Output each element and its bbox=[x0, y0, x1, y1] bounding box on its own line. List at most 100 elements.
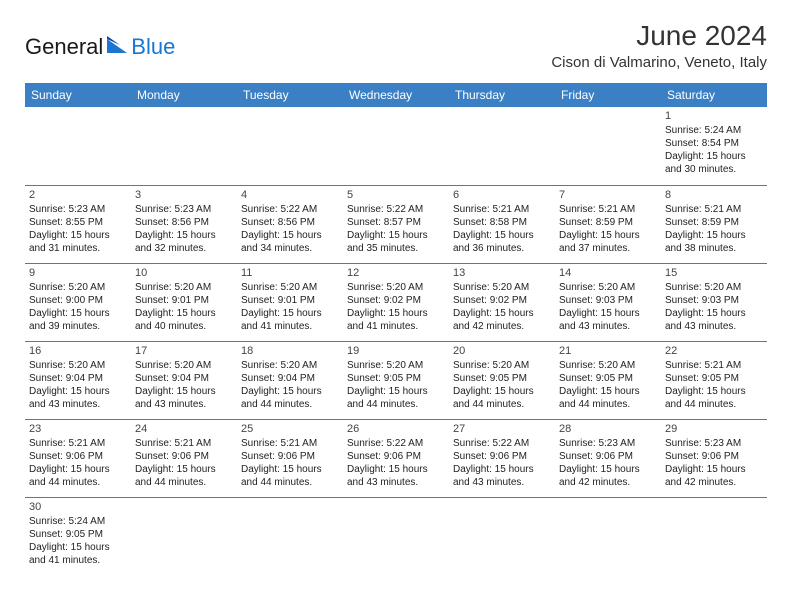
calendar-cell: 24Sunrise: 5:21 AMSunset: 9:06 PMDayligh… bbox=[131, 419, 237, 497]
calendar-cell: 4Sunrise: 5:22 AMSunset: 8:56 PMDaylight… bbox=[237, 185, 343, 263]
daylight-line: Daylight: 15 hours and 31 minutes. bbox=[29, 229, 127, 255]
day-number: 24 bbox=[135, 422, 233, 436]
sunrise-line: Sunrise: 5:24 AM bbox=[665, 124, 763, 137]
calendar-row: 23Sunrise: 5:21 AMSunset: 9:06 PMDayligh… bbox=[25, 419, 767, 497]
calendar-cell: 1Sunrise: 5:24 AMSunset: 8:54 PMDaylight… bbox=[661, 107, 767, 185]
sunset-line: Sunset: 8:54 PM bbox=[665, 137, 763, 150]
day-number: 13 bbox=[453, 266, 551, 280]
day-number: 18 bbox=[241, 344, 339, 358]
daylight-line: Daylight: 15 hours and 44 minutes. bbox=[665, 385, 763, 411]
daylight-line: Daylight: 15 hours and 44 minutes. bbox=[347, 385, 445, 411]
calendar-row: 30Sunrise: 5:24 AMSunset: 9:05 PMDayligh… bbox=[25, 497, 767, 575]
calendar-cell bbox=[343, 107, 449, 185]
daylight-line: Daylight: 15 hours and 43 minutes. bbox=[347, 463, 445, 489]
weekday-header: Saturday bbox=[661, 83, 767, 107]
calendar-row: 9Sunrise: 5:20 AMSunset: 9:00 PMDaylight… bbox=[25, 263, 767, 341]
sunset-line: Sunset: 9:06 PM bbox=[241, 450, 339, 463]
calendar-cell: 11Sunrise: 5:20 AMSunset: 9:01 PMDayligh… bbox=[237, 263, 343, 341]
daylight-line: Daylight: 15 hours and 44 minutes. bbox=[135, 463, 233, 489]
sunset-line: Sunset: 9:02 PM bbox=[453, 294, 551, 307]
day-number: 1 bbox=[665, 109, 763, 123]
sunrise-line: Sunrise: 5:23 AM bbox=[29, 203, 127, 216]
sunrise-line: Sunrise: 5:20 AM bbox=[347, 281, 445, 294]
logo-text-general: General bbox=[25, 34, 103, 60]
sunset-line: Sunset: 9:05 PM bbox=[29, 528, 127, 541]
calendar-cell: 28Sunrise: 5:23 AMSunset: 9:06 PMDayligh… bbox=[555, 419, 661, 497]
day-number: 8 bbox=[665, 188, 763, 202]
sunrise-line: Sunrise: 5:20 AM bbox=[559, 359, 657, 372]
day-number: 2 bbox=[29, 188, 127, 202]
calendar-cell: 30Sunrise: 5:24 AMSunset: 9:05 PMDayligh… bbox=[25, 497, 131, 575]
day-number: 3 bbox=[135, 188, 233, 202]
sunset-line: Sunset: 9:02 PM bbox=[347, 294, 445, 307]
weekday-header-row: Sunday Monday Tuesday Wednesday Thursday… bbox=[25, 83, 767, 107]
sunset-line: Sunset: 9:00 PM bbox=[29, 294, 127, 307]
sunrise-line: Sunrise: 5:21 AM bbox=[665, 359, 763, 372]
day-number: 9 bbox=[29, 266, 127, 280]
day-number: 14 bbox=[559, 266, 657, 280]
sunset-line: Sunset: 8:59 PM bbox=[665, 216, 763, 229]
daylight-line: Daylight: 15 hours and 41 minutes. bbox=[29, 541, 127, 567]
sunset-line: Sunset: 9:04 PM bbox=[241, 372, 339, 385]
daylight-line: Daylight: 15 hours and 44 minutes. bbox=[241, 385, 339, 411]
day-number: 21 bbox=[559, 344, 657, 358]
sunset-line: Sunset: 8:58 PM bbox=[453, 216, 551, 229]
daylight-line: Daylight: 15 hours and 41 minutes. bbox=[347, 307, 445, 333]
day-number: 4 bbox=[241, 188, 339, 202]
calendar-cell: 23Sunrise: 5:21 AMSunset: 9:06 PMDayligh… bbox=[25, 419, 131, 497]
day-number: 30 bbox=[29, 500, 127, 514]
sunrise-line: Sunrise: 5:20 AM bbox=[241, 281, 339, 294]
sunrise-line: Sunrise: 5:20 AM bbox=[135, 359, 233, 372]
calendar-cell bbox=[343, 497, 449, 575]
daylight-line: Daylight: 15 hours and 39 minutes. bbox=[29, 307, 127, 333]
daylight-line: Daylight: 15 hours and 43 minutes. bbox=[559, 307, 657, 333]
day-number: 22 bbox=[665, 344, 763, 358]
daylight-line: Daylight: 15 hours and 32 minutes. bbox=[135, 229, 233, 255]
sunrise-line: Sunrise: 5:24 AM bbox=[29, 515, 127, 528]
daylight-line: Daylight: 15 hours and 43 minutes. bbox=[29, 385, 127, 411]
day-number: 17 bbox=[135, 344, 233, 358]
calendar-row: 1Sunrise: 5:24 AMSunset: 8:54 PMDaylight… bbox=[25, 107, 767, 185]
location-label: Cison di Valmarino, Veneto, Italy bbox=[551, 54, 767, 71]
daylight-line: Daylight: 15 hours and 30 minutes. bbox=[665, 150, 763, 176]
calendar-cell: 25Sunrise: 5:21 AMSunset: 9:06 PMDayligh… bbox=[237, 419, 343, 497]
sunset-line: Sunset: 9:06 PM bbox=[665, 450, 763, 463]
weekday-header: Monday bbox=[131, 83, 237, 107]
sunrise-line: Sunrise: 5:23 AM bbox=[135, 203, 233, 216]
daylight-line: Daylight: 15 hours and 44 minutes. bbox=[29, 463, 127, 489]
day-number: 29 bbox=[665, 422, 763, 436]
day-number: 20 bbox=[453, 344, 551, 358]
day-number: 6 bbox=[453, 188, 551, 202]
daylight-line: Daylight: 15 hours and 41 minutes. bbox=[241, 307, 339, 333]
title-block: June 2024 Cison di Valmarino, Veneto, It… bbox=[551, 20, 767, 75]
sunrise-line: Sunrise: 5:20 AM bbox=[29, 359, 127, 372]
logo: General Blue bbox=[25, 34, 175, 60]
calendar-cell bbox=[555, 107, 661, 185]
weekday-header: Thursday bbox=[449, 83, 555, 107]
calendar-cell bbox=[25, 107, 131, 185]
sunset-line: Sunset: 9:06 PM bbox=[135, 450, 233, 463]
sunrise-line: Sunrise: 5:21 AM bbox=[241, 437, 339, 450]
sunrise-line: Sunrise: 5:20 AM bbox=[135, 281, 233, 294]
calendar-cell: 26Sunrise: 5:22 AMSunset: 9:06 PMDayligh… bbox=[343, 419, 449, 497]
calendar-cell: 21Sunrise: 5:20 AMSunset: 9:05 PMDayligh… bbox=[555, 341, 661, 419]
day-number: 19 bbox=[347, 344, 445, 358]
sunset-line: Sunset: 9:06 PM bbox=[453, 450, 551, 463]
calendar-cell bbox=[131, 497, 237, 575]
calendar-cell bbox=[449, 107, 555, 185]
sunrise-line: Sunrise: 5:23 AM bbox=[665, 437, 763, 450]
sunset-line: Sunset: 8:56 PM bbox=[241, 216, 339, 229]
calendar-cell: 14Sunrise: 5:20 AMSunset: 9:03 PMDayligh… bbox=[555, 263, 661, 341]
calendar-cell: 15Sunrise: 5:20 AMSunset: 9:03 PMDayligh… bbox=[661, 263, 767, 341]
sunrise-line: Sunrise: 5:22 AM bbox=[453, 437, 551, 450]
sunset-line: Sunset: 9:03 PM bbox=[665, 294, 763, 307]
calendar-cell: 19Sunrise: 5:20 AMSunset: 9:05 PMDayligh… bbox=[343, 341, 449, 419]
sunset-line: Sunset: 8:59 PM bbox=[559, 216, 657, 229]
daylight-line: Daylight: 15 hours and 42 minutes. bbox=[665, 463, 763, 489]
calendar-row: 16Sunrise: 5:20 AMSunset: 9:04 PMDayligh… bbox=[25, 341, 767, 419]
weekday-header: Friday bbox=[555, 83, 661, 107]
calendar-cell: 3Sunrise: 5:23 AMSunset: 8:56 PMDaylight… bbox=[131, 185, 237, 263]
daylight-line: Daylight: 15 hours and 36 minutes. bbox=[453, 229, 551, 255]
sunrise-line: Sunrise: 5:20 AM bbox=[29, 281, 127, 294]
sunrise-line: Sunrise: 5:22 AM bbox=[241, 203, 339, 216]
